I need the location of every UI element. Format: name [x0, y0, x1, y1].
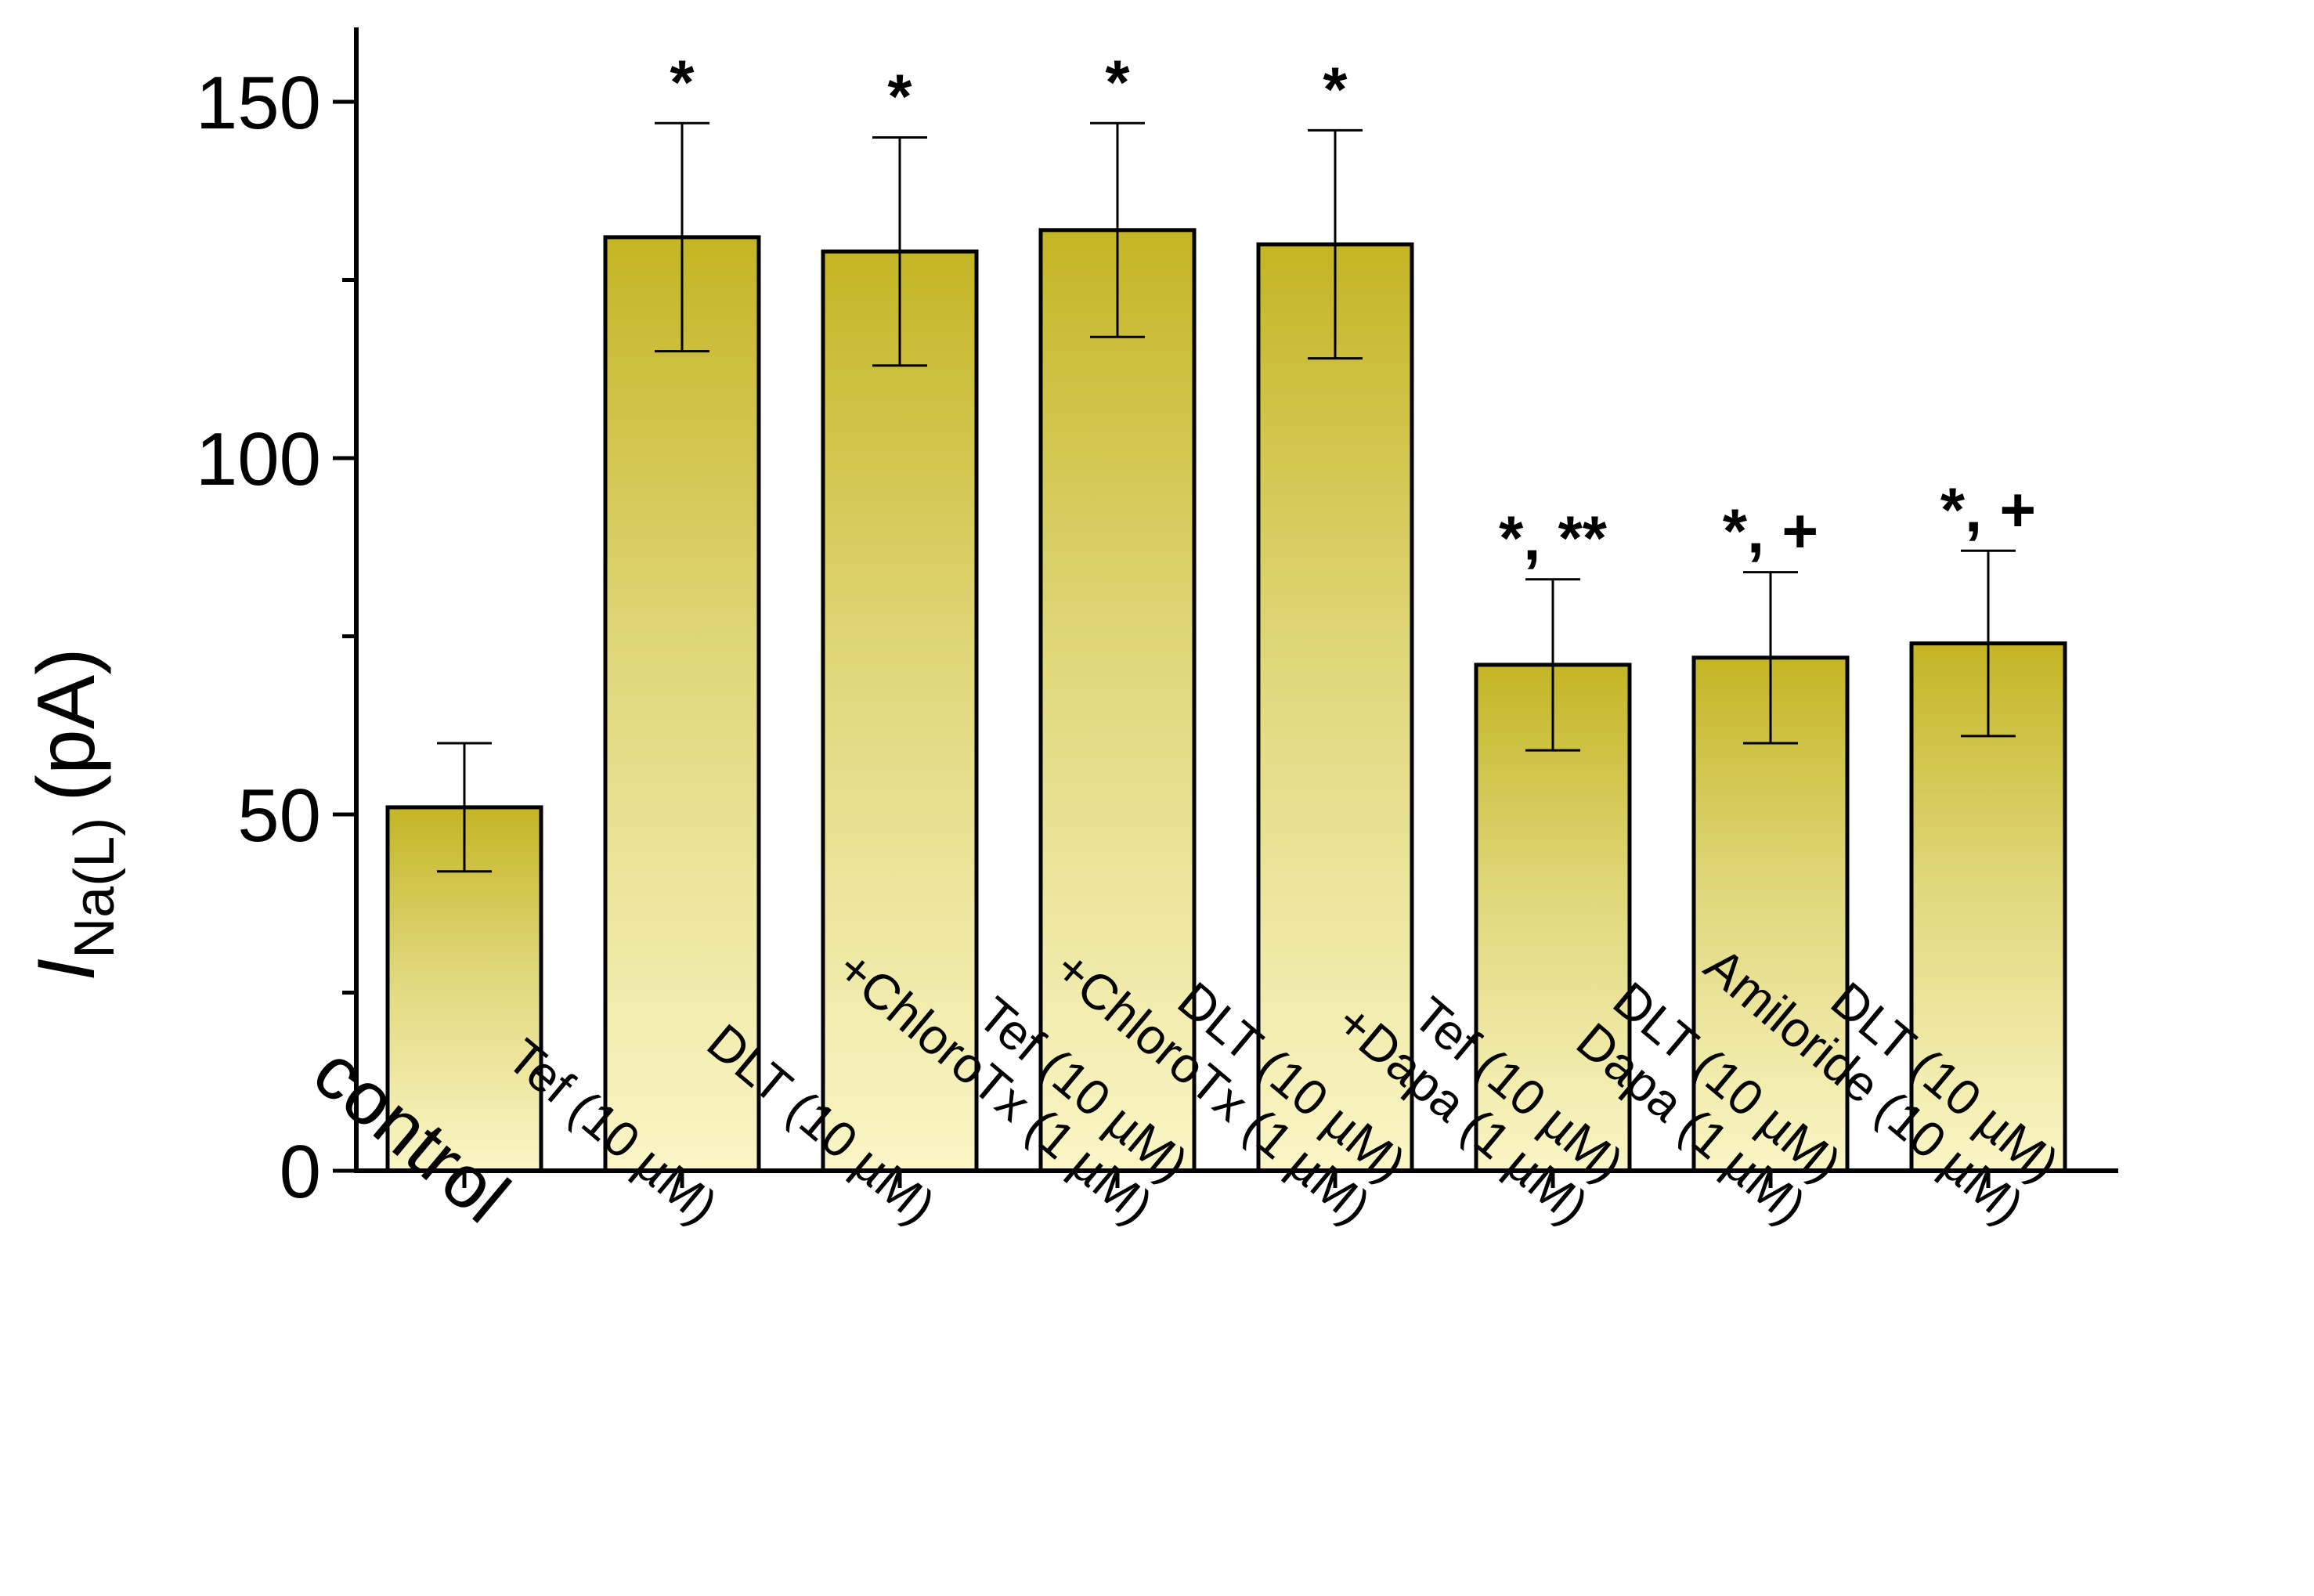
- significance-layer: * * * * *, ** *, + *, +: [670, 47, 2036, 572]
- error-bar: [437, 742, 492, 873]
- significance-marker: *: [670, 47, 695, 117]
- significance-marker: *: [1323, 54, 1348, 124]
- error-bar: [872, 136, 927, 367]
- significance-marker: *, **: [1499, 504, 1608, 573]
- y-tick-label: 50: [237, 774, 321, 858]
- error-bar: [1961, 549, 2016, 738]
- y-axis-subscript: Na(L): [63, 818, 126, 959]
- significance-marker: *, +: [1940, 475, 2036, 544]
- error-bar: [1308, 128, 1363, 360]
- bar: [603, 235, 761, 1173]
- y-axis-label: INa(L) (pA): [21, 648, 126, 980]
- y-axis-symbol: I: [21, 959, 112, 981]
- error-bar: [1743, 571, 1798, 745]
- axes-layer: 0 50 100 150: [196, 27, 2118, 1214]
- y-tick-label: 0: [280, 1130, 321, 1214]
- error-bar: [655, 121, 709, 352]
- bar: [1038, 228, 1197, 1173]
- error-bars-layer: [437, 121, 2016, 873]
- significance-marker: *: [1105, 47, 1130, 117]
- significance-marker: *: [887, 62, 912, 132]
- error-bar: [1525, 578, 1580, 752]
- error-bar: [1090, 121, 1145, 338]
- significance-marker: *, +: [1723, 496, 1818, 566]
- y-axis-unit: (pA): [21, 648, 112, 801]
- y-axis-title: INa(L) (pA): [21, 648, 126, 980]
- y-tick-label: 100: [196, 417, 321, 501]
- y-tick-label: 150: [196, 61, 321, 145]
